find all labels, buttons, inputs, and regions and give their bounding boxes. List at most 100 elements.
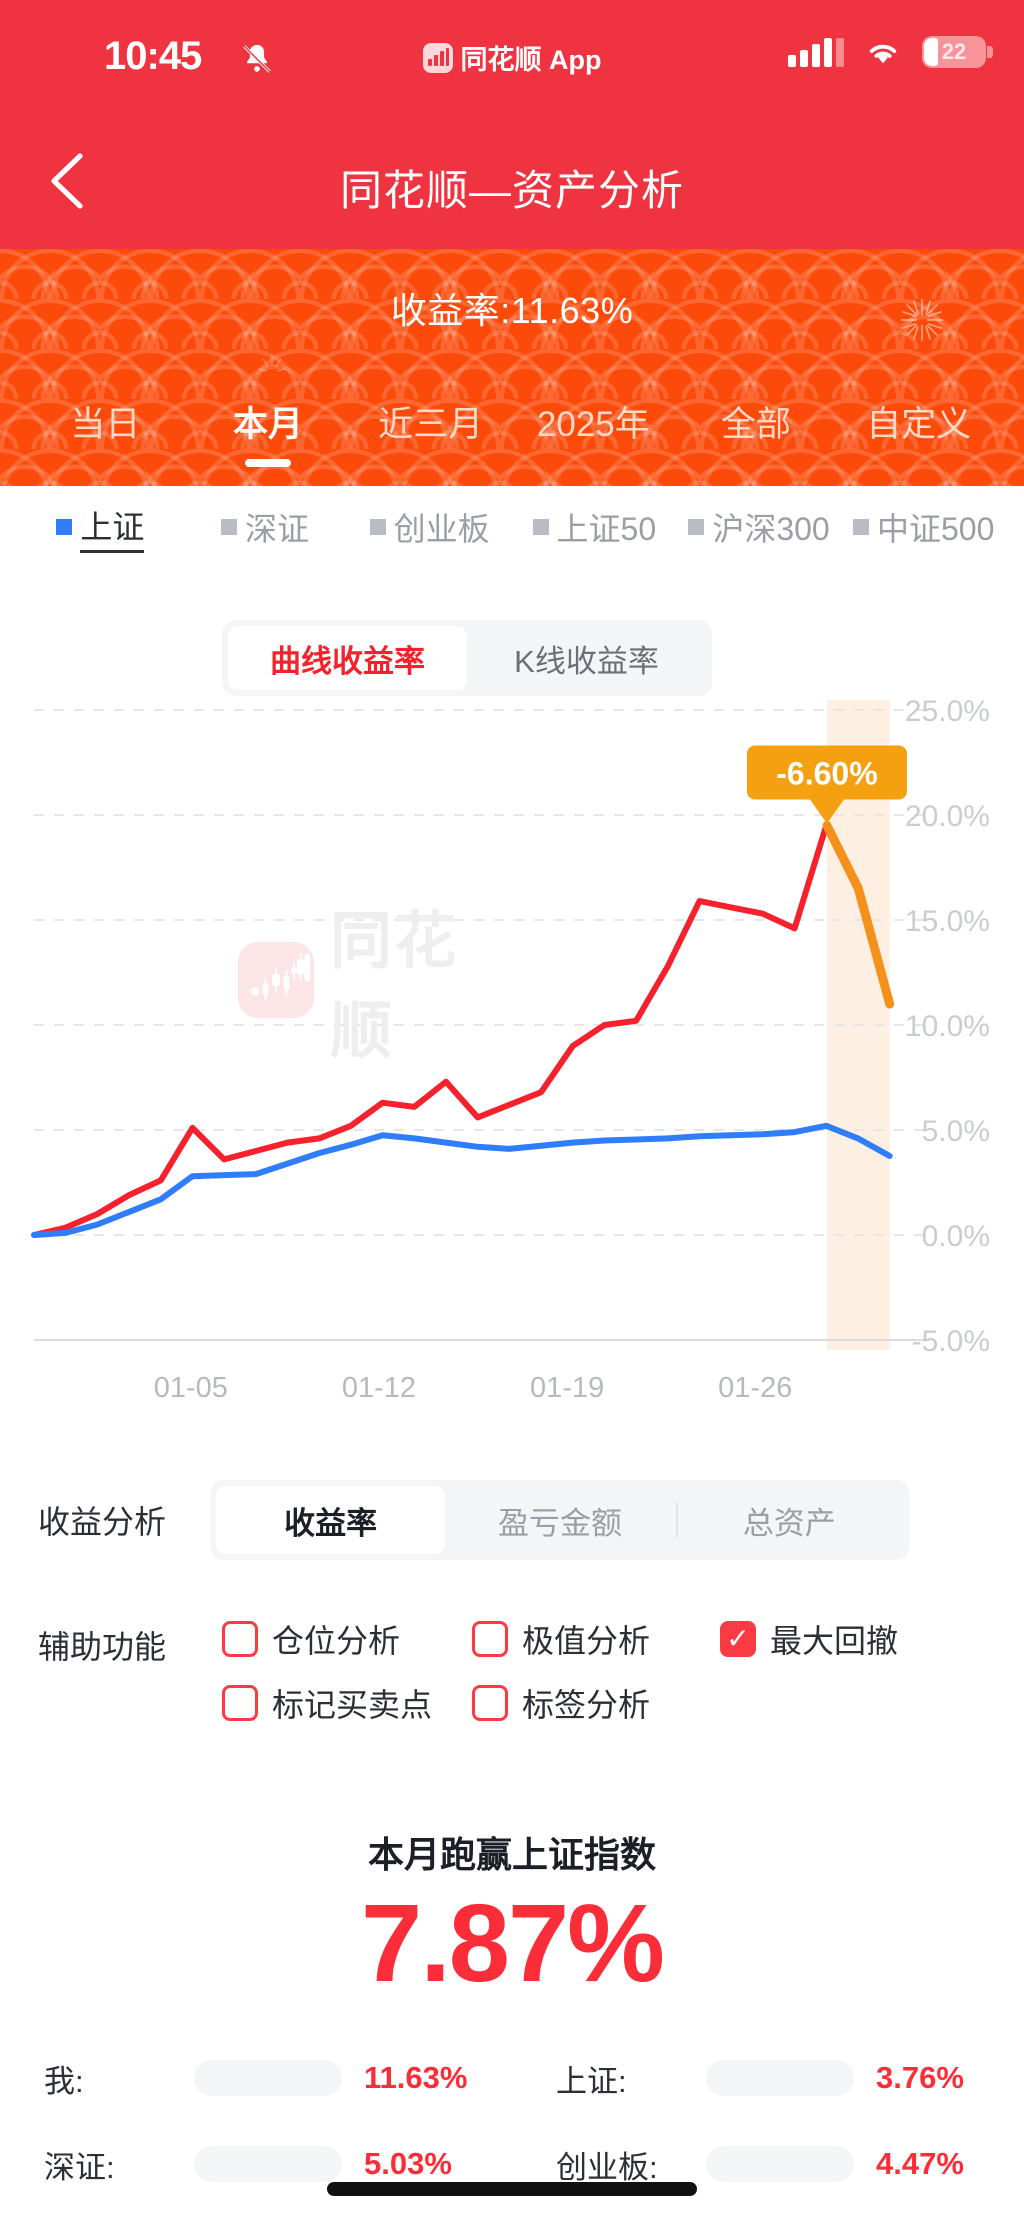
home-indicator [327,2182,697,2196]
summary-value: 7.87% [361,1882,665,2005]
tab-custom[interactable]: 自定义 [866,405,972,444]
comparison-bar-track [194,2060,342,2096]
index-label: 沪深300 [712,511,830,547]
legend-swatch-icon [688,519,705,535]
battery-level: 22 [941,39,967,64]
svg-text:-6.60%: -6.60% [776,756,877,792]
comparison-value: 4.47% [876,2146,964,2181]
aux-functions-label: 辅助功能 [38,1629,167,1665]
checkbox-label: 标记买卖点 [272,1687,433,1723]
index-label: 中证500 [876,511,995,547]
checkbox-label: 最大回撤 [770,1623,899,1659]
comparison-name: 深证: [44,2149,115,2185]
tab-today[interactable]: 当日 [70,405,141,444]
checkbox-extreme-analysis[interactable]: 极值分析 [472,1616,720,1662]
svg-text:15.0%: 15.0% [905,905,990,938]
index-option-chuangyeban[interactable]: 创业板 [347,504,512,550]
chart-type-curve[interactable]: 曲线收益率 [228,626,467,690]
segment-total-assets[interactable]: 总资产 [742,1505,836,1541]
index-label: 上证50 [556,511,657,547]
svg-text:-5.0%: -5.0% [912,1325,990,1358]
comparison-value: 5.03% [364,2146,452,2181]
index-option-hs300[interactable]: 沪深300 [677,504,842,550]
svg-text:5.0%: 5.0% [922,1115,990,1148]
aux-row-1: 仓位分析 极值分析 最大回撤 [222,1616,898,1662]
comparison-value: 3.76% [876,2060,964,2095]
segment-divider [676,1502,679,1538]
sparkle-icon [895,293,949,347]
chart-type-kline[interactable]: K线收益率 [514,643,659,679]
comparison-name: 我: [44,2063,84,2099]
svg-text:0.0%: 0.0% [922,1220,990,1253]
income-analysis-row: 收益分析 收益率 盈亏金额 总资产 [0,1470,1024,1570]
svg-text:25.0%: 25.0% [905,700,990,728]
x-tick-label: 01-26 [718,1372,793,1404]
status-bar: 10:45 同花顺 App [0,0,1024,112]
tab-three-months[interactable]: 近三月 [378,405,484,444]
wifi-icon [864,37,902,67]
comparison-row: 深证: 5.03% 创业板: 4.47% [0,2121,1024,2207]
period-tabs: 当日 本月 近三月 2025年 全部 自定义 [0,376,1024,486]
index-label: 深证 [245,511,310,547]
ths-app-logo-icon [422,42,453,73]
checkbox-box-icon [472,1621,508,1657]
checkbox-box-icon [472,1685,508,1721]
segment-rate-of-return[interactable]: 收益率 [216,1486,446,1554]
index-option-shangzheng[interactable]: 上证 [18,502,183,553]
legend-swatch-icon [852,519,869,535]
rate-banner: 收益率:11.63% [0,249,1024,486]
nav-bar: 同花顺—资产分析 [0,112,1024,249]
tab-year-2025[interactable]: 2025年 [536,405,650,444]
income-analysis-segment: 收益率 盈亏金额 总资产 [210,1480,910,1560]
comparison-item-shangzheng: 上证: 3.76% [512,2056,1024,2101]
svg-text:20.0%: 20.0% [905,800,990,833]
comparison-bar-track [706,2060,854,2096]
checkbox-label: 仓位分析 [272,1623,401,1659]
max-drawdown-tooltip: -6.60% [746,745,907,824]
status-app-label: 同花顺 App [0,38,1024,77]
comparison-bar-track [194,2146,342,2182]
index-selector: 上证 深证 创业板 上证50 沪深300 中证500 [0,486,1024,568]
checkbox-box-icon [222,1621,258,1657]
checkbox-max-drawdown[interactable]: 最大回撤 [720,1616,898,1662]
battery-icon: 22 [922,36,993,68]
sparkle-small-icon [250,349,294,393]
comparison-item-shenzheng: 深证: 5.03% [0,2142,512,2187]
index-option-zz500[interactable]: 中证500 [841,504,1006,550]
checkbox-mark-trades[interactable]: 标记买卖点 [222,1680,472,1726]
returns-chart[interactable]: 25.0% 20.0% 15.0% 10.0% 5.0% 0.0% -5.0% -6.60% [0,700,1024,1360]
checkbox-position-analysis[interactable]: 仓位分析 [222,1616,472,1662]
status-app-name: 同花顺 App [460,45,602,75]
index-option-shenzheng[interactable]: 深证 [183,504,348,550]
x-tick-label: 01-19 [530,1372,605,1404]
checkbox-box-checked-icon [720,1621,756,1657]
legend-swatch-icon [369,519,386,535]
comparison-item-chuangyeban: 创业板: 4.47% [512,2142,1024,2187]
income-analysis-label: 收益分析 [38,1504,167,1540]
comparison-name: 创业板: [556,2149,658,2185]
legend-swatch-icon [56,519,73,535]
x-tick-label: 01-05 [153,1372,228,1404]
summary-title: 本月跑赢上证指数 [367,1834,656,1875]
x-tick-label: 01-12 [341,1372,417,1404]
chart-x-axis: 01-05 01-12 01-19 01-26 [0,1372,1024,1432]
cellular-signal-icon [788,37,844,67]
tab-all[interactable]: 全部 [721,405,792,444]
checkbox-tag-analysis[interactable]: 标签分析 [472,1680,720,1726]
segment-profit-loss[interactable]: 盈亏金额 [497,1505,622,1541]
legend-swatch-icon [532,519,549,535]
status-time: 10:45 [104,34,202,78]
page-title: 同花顺—资产分析 [339,167,684,214]
status-icons: 22 [788,36,993,68]
aux-functions-block: 辅助功能 仓位分析 极值分析 最大回撤 标记买卖点 标签分析 [0,1610,1024,1780]
index-label: 创业板 [393,511,490,547]
checkbox-label: 标签分析 [522,1687,651,1723]
legend-swatch-icon [221,519,237,535]
chevron-left-icon[interactable] [40,146,100,216]
comparison-bars: 我: 11.63% 上证: 3.76% 深证: 5.03% 创业板: 4.47% [0,2035,1024,2207]
bell-muted-icon [240,40,274,78]
tab-this-month[interactable]: 本月 [187,390,350,447]
index-option-sz50[interactable]: 上证50 [512,504,677,550]
aux-row-2: 标记买卖点 标签分析 [222,1680,720,1726]
